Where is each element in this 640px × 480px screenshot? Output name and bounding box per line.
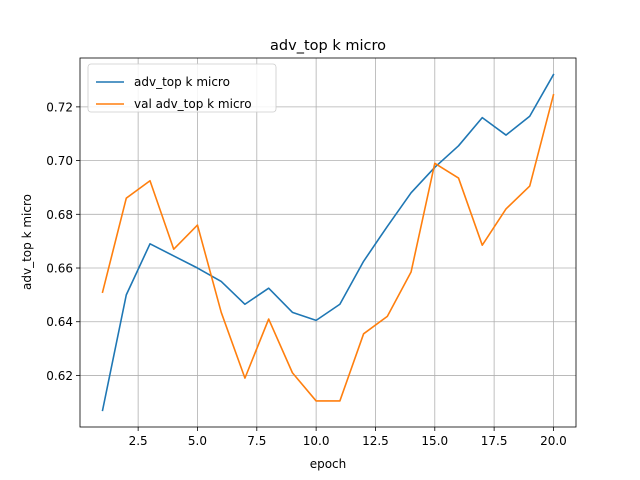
- y-axis-label: adv_top k micro: [20, 194, 34, 290]
- y-tick-label: 0.72: [46, 100, 73, 114]
- axes-frame: [79, 57, 577, 428]
- y-tick-label: 0.62: [46, 369, 73, 383]
- x-tick-label: 5.0: [188, 434, 207, 448]
- y-tick-label: 0.70: [46, 154, 73, 168]
- y-tick-label: 0.68: [46, 208, 73, 222]
- plot-area: 2.5 5.0 7.5 10.0 12.5 15.0 17.5 20.0 0.62 0.64 0.6…: [46, 57, 577, 448]
- x-tick-label: 7.5: [247, 434, 266, 448]
- chart-title: adv_top k micro: [270, 38, 386, 54]
- plot-background: [80, 58, 576, 427]
- y-tick-label: 0.64: [46, 315, 73, 329]
- x-tick-label: 2.5: [129, 434, 148, 448]
- x-axis-label: epoch: [310, 457, 347, 471]
- legend-box: [87, 63, 277, 113]
- y-tick-label: 0.66: [46, 262, 73, 276]
- series-line-1: [101, 73, 555, 412]
- series-line-2: [101, 93, 555, 402]
- x-tick-label: 17.5: [481, 434, 508, 448]
- x-tick-label: 12.5: [362, 434, 389, 448]
- x-tick-label: 15.0: [421, 434, 448, 448]
- legend-entry: adv_top k micro: [134, 75, 230, 89]
- legend: adv_top k micro val adv_top k micro: [87, 63, 277, 113]
- x-tick-label: 20.0: [540, 434, 567, 448]
- legend-entry: val adv_top k micro: [134, 97, 252, 111]
- x-tick-label: 10.0: [303, 434, 330, 448]
